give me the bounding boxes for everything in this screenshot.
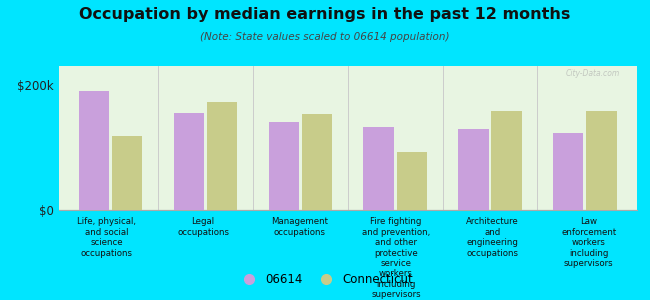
Text: Management
occupations: Management occupations xyxy=(271,218,328,237)
Text: Fire fighting
and prevention,
and other
protective
service
workers
including
sup: Fire fighting and prevention, and other … xyxy=(362,218,430,299)
Bar xyxy=(174,113,204,210)
Text: Architecture
and
engineering
occupations: Architecture and engineering occupations xyxy=(466,218,519,258)
Bar xyxy=(302,114,332,210)
Text: Law
enforcement
workers
including
supervisors: Law enforcement workers including superv… xyxy=(561,218,616,268)
Bar xyxy=(112,136,142,210)
Bar xyxy=(586,111,617,210)
Bar xyxy=(458,129,489,210)
Bar xyxy=(363,127,394,210)
Text: Life, physical,
and social
science
occupations: Life, physical, and social science occup… xyxy=(77,218,136,258)
Bar xyxy=(268,122,299,210)
Text: City-Data.com: City-Data.com xyxy=(566,69,619,78)
Bar xyxy=(553,133,584,210)
Bar xyxy=(491,111,522,210)
Legend: 06614, Connecticut: 06614, Connecticut xyxy=(232,269,418,291)
Text: Legal
occupations: Legal occupations xyxy=(177,218,229,237)
Bar xyxy=(396,152,427,210)
Bar xyxy=(79,91,109,210)
Text: (Note: State values scaled to 06614 population): (Note: State values scaled to 06614 popu… xyxy=(200,32,450,41)
Bar xyxy=(207,102,237,210)
Text: Occupation by median earnings in the past 12 months: Occupation by median earnings in the pas… xyxy=(79,8,571,22)
